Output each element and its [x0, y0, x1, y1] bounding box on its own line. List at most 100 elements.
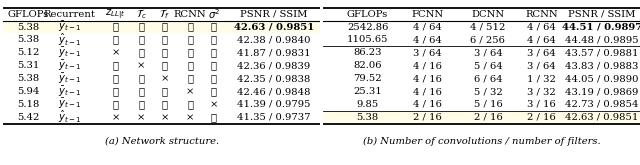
Text: FCNN: FCNN [412, 10, 444, 19]
Text: ✓: ✓ [162, 48, 168, 57]
Text: 2 / 16: 2 / 16 [413, 113, 442, 122]
Text: 5.42: 5.42 [17, 113, 40, 122]
Text: 5.38: 5.38 [356, 113, 379, 122]
Text: GFLOPs: GFLOPs [8, 10, 49, 19]
Text: 3 / 64: 3 / 64 [474, 48, 502, 57]
Text: 25.31: 25.31 [353, 87, 382, 96]
Text: (a) Network structure.: (a) Network structure. [104, 137, 219, 146]
Text: $\mathcal{T}_f$: $\mathcal{T}_f$ [159, 7, 170, 21]
Text: 5.12: 5.12 [17, 48, 40, 57]
Text: PSNR / SSIM: PSNR / SSIM [241, 10, 308, 19]
Text: 6 / 256: 6 / 256 [470, 35, 506, 44]
Text: 44.51 / 0.9897: 44.51 / 0.9897 [562, 22, 640, 32]
Text: ×: × [111, 48, 120, 57]
Text: ✓: ✓ [113, 35, 118, 44]
Text: ✓: ✓ [187, 22, 193, 32]
Text: 82.06: 82.06 [353, 61, 382, 70]
Text: 41.87 / 0.9831: 41.87 / 0.9831 [237, 48, 311, 57]
Text: ✓: ✓ [211, 74, 217, 83]
Text: 3 / 64: 3 / 64 [413, 48, 442, 57]
Text: 4 / 16: 4 / 16 [413, 100, 442, 109]
Text: ✓: ✓ [211, 48, 217, 57]
Text: 5.31: 5.31 [17, 61, 40, 70]
Bar [323, 111, 640, 124]
Text: 42.63 / 0.9851: 42.63 / 0.9851 [234, 22, 314, 32]
Text: ✓: ✓ [138, 35, 144, 44]
Text: ✓: ✓ [187, 48, 193, 57]
Text: ×: × [161, 74, 169, 83]
Text: 5 / 16: 5 / 16 [474, 100, 502, 109]
Text: ✓: ✓ [113, 74, 118, 83]
Text: $\sigma^2$: $\sigma^2$ [207, 7, 220, 21]
Text: DCNN: DCNN [472, 10, 504, 19]
Text: 3 / 32: 3 / 32 [527, 87, 556, 96]
Text: $z_{LL|t}$: $z_{LL|t}$ [106, 7, 126, 21]
Text: 4 / 64: 4 / 64 [413, 22, 442, 32]
Text: 43.19 / 0.9869: 43.19 / 0.9869 [565, 87, 639, 96]
Text: ✓: ✓ [138, 87, 144, 96]
Text: 1 / 32: 1 / 32 [527, 74, 556, 83]
Text: ✓: ✓ [113, 22, 118, 32]
Text: ✓: ✓ [211, 61, 217, 70]
Text: 4 / 16: 4 / 16 [413, 87, 442, 96]
Text: ✓: ✓ [211, 113, 217, 122]
Text: 86.23: 86.23 [353, 48, 382, 57]
Text: 42.35 / 0.9838: 42.35 / 0.9838 [237, 74, 311, 83]
Bar [3, 21, 320, 33]
Text: 43.57 / 0.9881: 43.57 / 0.9881 [565, 48, 639, 57]
Text: Recurrent: Recurrent [44, 10, 95, 19]
Text: 2542.86: 2542.86 [347, 22, 388, 32]
Text: ✓: ✓ [162, 61, 168, 70]
Text: ✓: ✓ [138, 100, 144, 109]
Text: $\bar{y}_{t-1}$: $\bar{y}_{t-1}$ [58, 84, 81, 99]
Text: ✓: ✓ [162, 87, 168, 96]
Text: $\bar{y}_{t-1}$: $\bar{y}_{t-1}$ [58, 97, 81, 112]
Text: ✓: ✓ [113, 61, 118, 70]
Text: 4 / 64: 4 / 64 [527, 22, 556, 32]
Text: ×: × [137, 61, 145, 70]
Text: 9.85: 9.85 [356, 100, 379, 109]
Text: $\bar{y}_{t-1}$: $\bar{y}_{t-1}$ [58, 59, 81, 73]
Text: 42.73 / 0.9854: 42.73 / 0.9854 [565, 100, 639, 109]
Text: $\mathcal{T}_c$: $\mathcal{T}_c$ [136, 7, 147, 21]
Text: $\bar{y}_{t-1}$: $\bar{y}_{t-1}$ [58, 46, 81, 60]
Text: ✓: ✓ [162, 35, 168, 44]
Text: (b) Number of convolutions / number of filters.: (b) Number of convolutions / number of f… [363, 136, 600, 146]
Text: $\bar{y}_{t-1}$: $\bar{y}_{t-1}$ [58, 20, 81, 34]
Text: ×: × [161, 113, 169, 122]
Text: 5.18: 5.18 [17, 100, 40, 109]
Text: GFLOPs: GFLOPs [347, 10, 388, 19]
Text: ✓: ✓ [211, 22, 217, 32]
Text: 2 / 16: 2 / 16 [527, 113, 556, 122]
Text: 4 / 64: 4 / 64 [413, 35, 442, 44]
Text: ✓: ✓ [138, 74, 144, 83]
Text: 41.35 / 0.9737: 41.35 / 0.9737 [237, 113, 311, 122]
Text: 4 / 64: 4 / 64 [527, 35, 556, 44]
Text: ✓: ✓ [187, 100, 193, 109]
Text: 5 / 64: 5 / 64 [474, 61, 502, 70]
Text: 43.83 / 0.9883: 43.83 / 0.9883 [565, 61, 639, 70]
Text: 5.38: 5.38 [17, 22, 40, 32]
Text: 4 / 512: 4 / 512 [470, 22, 506, 32]
Text: RCNN: RCNN [174, 10, 207, 19]
Text: $\hat{y}_{t-1}$: $\hat{y}_{t-1}$ [58, 32, 81, 48]
Text: ×: × [137, 113, 145, 122]
Text: RCNN: RCNN [525, 10, 558, 19]
Text: 3 / 64: 3 / 64 [527, 61, 556, 70]
Text: ✓: ✓ [211, 87, 217, 96]
Text: 42.46 / 0.9848: 42.46 / 0.9848 [237, 87, 311, 96]
Text: ×: × [111, 113, 120, 122]
Text: 2 / 16: 2 / 16 [474, 113, 502, 122]
Text: ✓: ✓ [138, 22, 144, 32]
Text: ✓: ✓ [187, 74, 193, 83]
Text: 42.63 / 0.9851: 42.63 / 0.9851 [565, 113, 639, 122]
Text: 4 / 16: 4 / 16 [413, 61, 442, 70]
Text: 3 / 64: 3 / 64 [527, 48, 556, 57]
Text: 42.36 / 0.9839: 42.36 / 0.9839 [237, 61, 310, 70]
Text: ✓: ✓ [187, 35, 193, 44]
Text: ✓: ✓ [113, 100, 118, 109]
Text: 42.38 / 0.9840: 42.38 / 0.9840 [237, 35, 311, 44]
Text: 5 / 32: 5 / 32 [474, 87, 502, 96]
Text: ✓: ✓ [162, 100, 168, 109]
Text: $\hat{y}_{t-1}$: $\hat{y}_{t-1}$ [58, 109, 81, 126]
